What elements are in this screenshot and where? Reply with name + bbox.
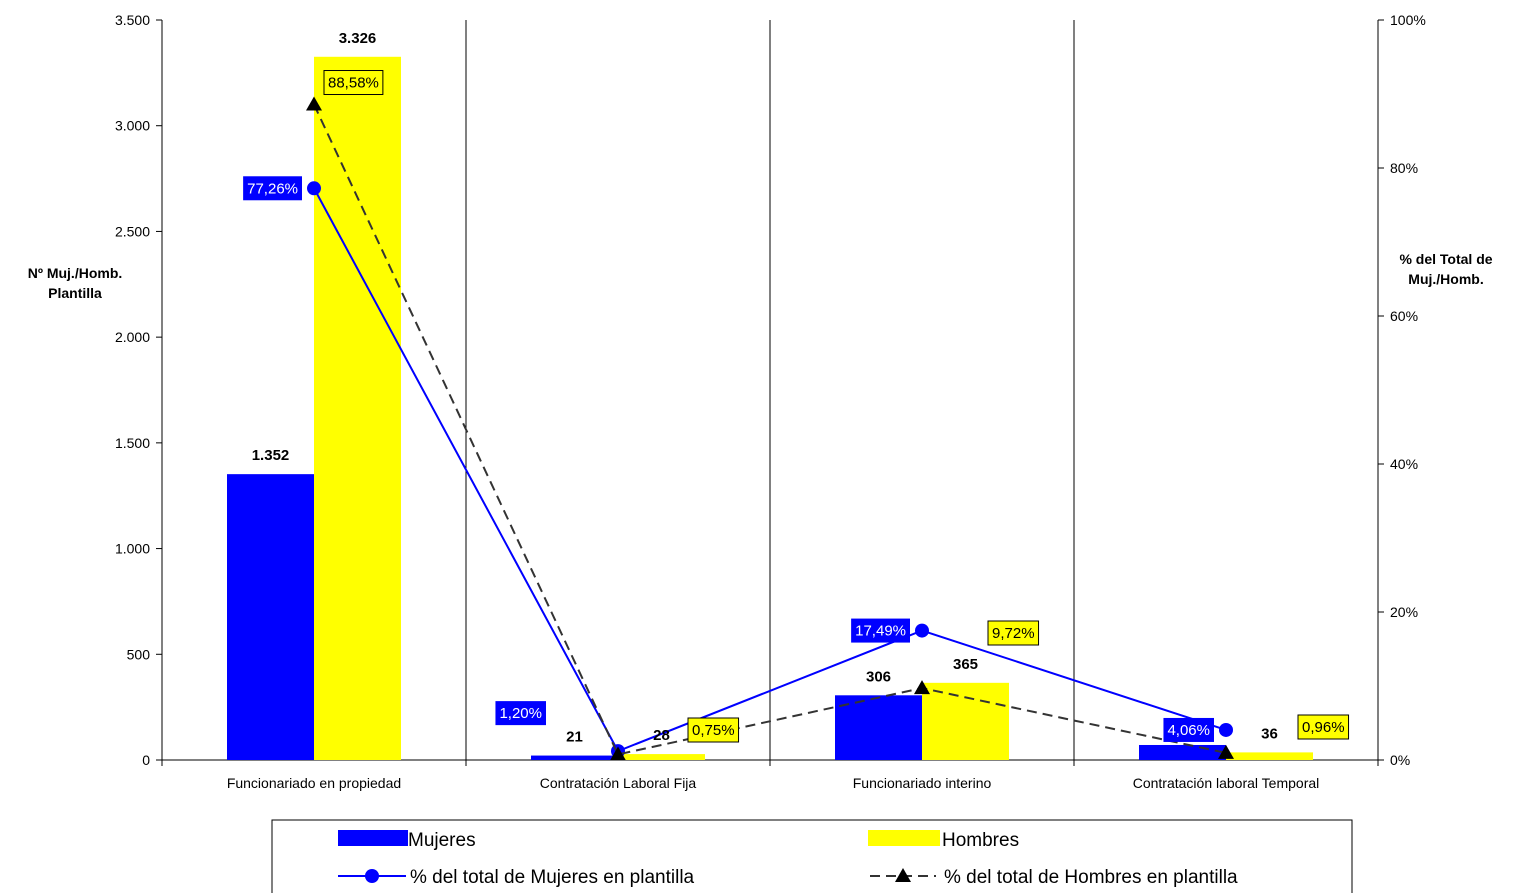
- y-left-tick-label: 2.000: [115, 329, 150, 345]
- y-left-tick-label: 2.500: [115, 223, 150, 239]
- legend-label-mujeres: Mujeres: [408, 830, 476, 851]
- percent-data-label: 4,06%: [1163, 717, 1214, 742]
- percent-label-text: 88,58%: [328, 75, 379, 92]
- y-left-tick-label: 500: [127, 646, 151, 662]
- series-line: [313, 104, 1227, 756]
- percent-label-box: [323, 70, 384, 96]
- legend-circle-icon: [365, 869, 379, 883]
- percent-data-label: 0,96%: [1297, 714, 1350, 740]
- y-right-tick-label: 100%: [1390, 12, 1426, 28]
- bar-value-label: 3.326: [339, 30, 377, 47]
- y-left-tick-label: 1.500: [115, 435, 150, 451]
- triangle-marker: [914, 680, 930, 695]
- y-left-axis-title: Nº Muj./Homb.: [28, 265, 123, 281]
- percent-label-box: [851, 618, 910, 643]
- y-left-tick-label: 3.000: [115, 118, 150, 134]
- circle-marker: [1219, 722, 1233, 737]
- x-tick-label: Contratación Laboral Fija: [540, 775, 697, 791]
- bar-hombres: [1226, 752, 1313, 760]
- percent-label-text: 4,06%: [1167, 722, 1210, 739]
- bar-hombres: [314, 56, 401, 760]
- x-tick-label: Contratación laboral Temporal: [1133, 775, 1320, 791]
- bar-value-label: 365: [953, 656, 978, 673]
- percent-label-box: [495, 701, 546, 726]
- bar-value-label: 1.352: [252, 447, 290, 464]
- legend-label-pct-hombres: % del total de Hombres en plantilla: [944, 867, 1238, 888]
- percent-data-label: 1,20%: [495, 701, 546, 726]
- x-tick-label: Funcionariado interino: [853, 775, 992, 791]
- legend-layer: Mujeres Hombres % del total de Mujeres en …: [271, 819, 1353, 893]
- bar-value-label: 21: [566, 729, 583, 746]
- y-right-tick-label: 20%: [1390, 604, 1418, 620]
- circle-marker: [307, 181, 321, 196]
- percent-data-label: 9,72%: [987, 620, 1040, 646]
- legend-swatch-hombres: [868, 830, 940, 846]
- percent-label-text: 1,20%: [499, 705, 542, 722]
- y-right-axis-title: Muj./Homb.: [1408, 271, 1483, 287]
- percent-label-text: 0,75%: [692, 722, 735, 739]
- bar-mujeres: [227, 474, 314, 760]
- percent-label-box: [987, 620, 1040, 646]
- y-left-tick-label: 1.000: [115, 541, 150, 557]
- y-left-tick-label: 0: [142, 752, 150, 768]
- percent-data-label: 88,58%: [323, 70, 384, 96]
- y-right-tick-label: 80%: [1390, 160, 1418, 176]
- triangle-marker: [610, 746, 626, 761]
- percent-label-text: 9,72%: [992, 625, 1035, 642]
- bar-hombres: [618, 754, 705, 760]
- bars-layer: [227, 56, 1313, 760]
- percent-data-label: 17,49%: [851, 618, 910, 643]
- legend-label-pct-mujeres: % del total de Mujeres en plantilla: [410, 867, 695, 888]
- percent-label-text: 77,26%: [247, 180, 298, 197]
- bar-hombres: [922, 682, 1009, 760]
- bar-value-label: 306: [866, 668, 891, 685]
- percent-label-text: 0,96%: [1302, 719, 1345, 736]
- x-tick-label: Funcionariado en propiedad: [227, 775, 401, 791]
- percent-label-box: [687, 717, 740, 743]
- lines-layer: [306, 96, 1234, 761]
- percent-label-box: [1163, 717, 1214, 742]
- bar-value-label: 28: [653, 727, 670, 744]
- y-left-tick-label: 3.500: [115, 12, 150, 28]
- percent-label-text: 17,49%: [855, 623, 906, 640]
- legend-swatch-mujeres: [338, 830, 408, 846]
- triangle-marker: [1218, 744, 1234, 759]
- labels-layer: 1.3523.3262128306365713677,26%1,20%17,49…: [243, 30, 1350, 746]
- axes-layer: Funcionariado en propiedad Contratación L…: [28, 12, 1493, 791]
- percent-data-label: 77,26%: [243, 176, 302, 201]
- bar-mujeres: [531, 755, 618, 760]
- legend-triangle-icon: [895, 868, 911, 882]
- legend-box: [271, 819, 1353, 893]
- y-right-axis-title: % del Total de: [1399, 251, 1492, 267]
- legend-label-hombres: Hombres: [942, 830, 1019, 851]
- bar-mujeres: [1139, 744, 1226, 760]
- y-right-tick-label: 40%: [1390, 456, 1418, 472]
- y-right-tick-label: 60%: [1390, 308, 1418, 324]
- series-line: [313, 187, 1227, 753]
- percent-label-box: [1297, 714, 1350, 740]
- triangle-marker: [306, 96, 322, 111]
- bar-value-label: 36: [1261, 725, 1278, 742]
- percent-data-label: 0,75%: [687, 717, 740, 743]
- percent-label-box: [243, 176, 302, 201]
- y-right-tick-label: 0%: [1390, 752, 1410, 768]
- y-left-axis-title: Plantilla: [48, 285, 102, 301]
- circle-marker: [915, 623, 929, 638]
- bar-mujeres: [835, 695, 922, 760]
